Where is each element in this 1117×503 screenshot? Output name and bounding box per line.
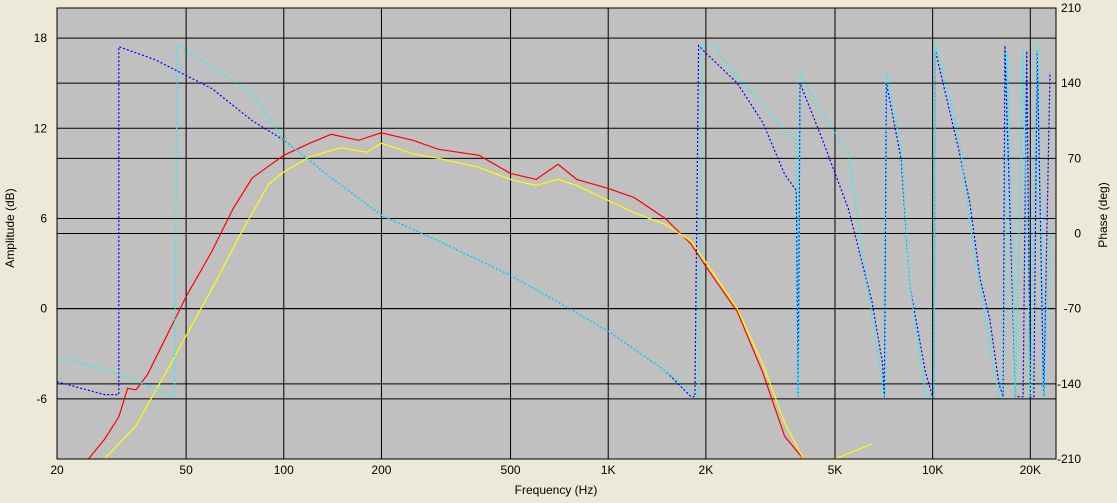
y2-tick-label: -140 bbox=[1057, 377, 1081, 391]
plot-frame bbox=[56, 7, 1057, 460]
series-line-0 bbox=[87, 132, 804, 459]
series-line-3 bbox=[57, 43, 1051, 398]
y2-tick-label: -210 bbox=[1057, 452, 1081, 466]
y-tick-label: 12 bbox=[34, 121, 48, 135]
x-tick-label: 100 bbox=[274, 463, 294, 477]
y2-axis-title: Phase (deg) bbox=[1096, 182, 1110, 247]
x-tick-label: 20K bbox=[1020, 463, 1041, 477]
x-tick-label: 10K bbox=[922, 463, 943, 477]
x-tick-label: 500 bbox=[501, 463, 521, 477]
y-tick-label: 0 bbox=[40, 302, 47, 316]
x-tick-label: 200 bbox=[371, 463, 391, 477]
series-layer bbox=[57, 43, 1051, 459]
x-tick-label: 1K bbox=[601, 463, 616, 477]
y-tick-label: 6 bbox=[40, 211, 47, 225]
y2-tick-label: 0 bbox=[1074, 227, 1081, 241]
x-tick-label: 5K bbox=[828, 463, 843, 477]
x-tick-label: 50 bbox=[179, 463, 193, 477]
grid-lines bbox=[56, 8, 1056, 459]
y-axis-title: Amplitude (dB) bbox=[3, 188, 17, 267]
x-tick-label: 2K bbox=[699, 463, 714, 477]
y2-tick-label: 210 bbox=[1061, 1, 1081, 15]
y-tick-label: 18 bbox=[34, 31, 48, 45]
y-tick-label: -6 bbox=[36, 392, 47, 406]
series-line-2 bbox=[57, 44, 1051, 398]
x-axis-title: Frequency (Hz) bbox=[515, 483, 598, 497]
y2-tick-label: -70 bbox=[1064, 302, 1082, 316]
x-tick-label: 20 bbox=[50, 463, 64, 477]
series-group bbox=[57, 43, 1051, 459]
y2-tick-label: 70 bbox=[1068, 151, 1082, 165]
tick-labels: 20 50 100 200 500 1K 2K 5K 10K 20K 18 12 6 0 -6 210 140 7… bbox=[34, 1, 1082, 477]
y2-tick-label: 140 bbox=[1061, 76, 1081, 90]
series-line-1 bbox=[103, 142, 873, 459]
